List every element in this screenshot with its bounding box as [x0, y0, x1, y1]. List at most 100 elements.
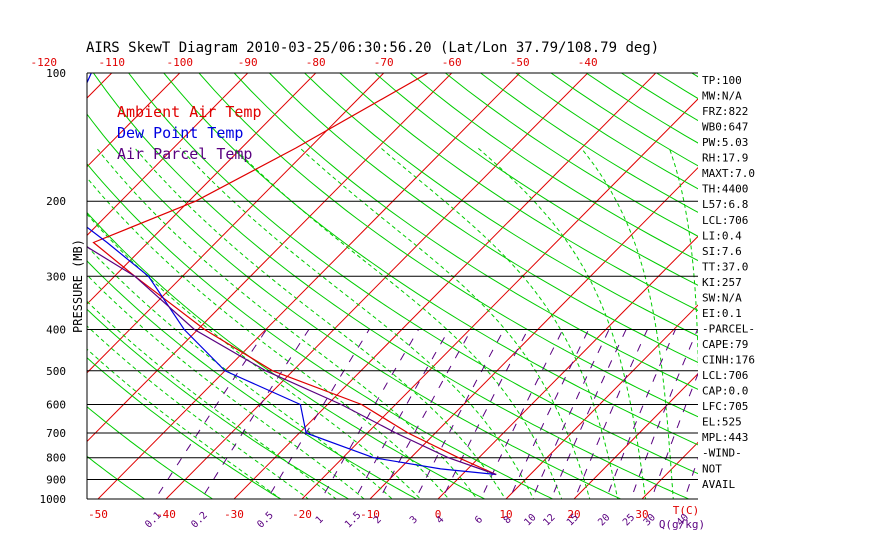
dry-adiabat-line — [87, 308, 350, 499]
pressure-tick-label: 100 — [46, 67, 66, 80]
pressure-tick-label: 800 — [46, 452, 66, 465]
index-entry: PW:5.03 — [702, 136, 748, 149]
mixing-ratio-line — [154, 329, 267, 499]
mixing-ratio-line — [415, 329, 505, 499]
index-entry: RH:17.9 — [702, 152, 748, 165]
index-entry: -WIND- — [702, 447, 742, 460]
pressure-tick-label: 300 — [46, 270, 66, 283]
mixing-ratio-line — [574, 329, 648, 499]
moist-adiabat-line — [87, 213, 422, 499]
mixing-ratio-line — [630, 329, 698, 499]
bottom-temp-tick-label: 0 — [435, 508, 442, 521]
top-temp-tick-label: -120 — [30, 56, 57, 69]
temp-unit-label: T(C) — [673, 504, 700, 517]
legend-entry: Air Parcel Temp — [117, 145, 252, 163]
pressure-tick-label: 1000 — [40, 493, 67, 506]
top-temp-tick-label: -90 — [238, 56, 258, 69]
index-entry: TH:4400 — [702, 183, 748, 196]
index-entry: WB0:647 — [702, 121, 748, 134]
index-entry: SW:N/A — [702, 291, 742, 304]
parcel-temp-line — [87, 246, 497, 476]
moist-adiabat-line — [87, 245, 393, 499]
moist-adiabat-line — [668, 147, 698, 369]
chart-title-text: AIRS SkewT Diagram 2010-03-25/06:30:56.2… — [86, 40, 659, 56]
dry-adiabat-line — [727, 73, 870, 508]
mixing-ratio-line — [508, 329, 590, 499]
index-entry: KI:257 — [702, 276, 742, 289]
isotherm-line — [87, 73, 249, 237]
top-temp-tick-label: -80 — [306, 56, 326, 69]
top-temp-tick-label: -40 — [578, 56, 598, 69]
dry-adiabat-line — [87, 357, 282, 499]
bottom-temp-tick-label: -50 — [88, 508, 108, 521]
index-entry: L57:6.8 — [702, 198, 748, 211]
moist-adiabat-line — [96, 147, 478, 499]
mixing-ratio-tick-label: 0.5 — [255, 510, 276, 531]
isotherm-line — [573, 373, 698, 499]
pressure-tick-label: 400 — [46, 323, 66, 336]
isotherm-line — [165, 73, 589, 499]
moist-adiabat-line — [299, 147, 591, 499]
bottom-temp-tick-label: -40 — [156, 508, 176, 521]
top-temp-tick-label: -100 — [166, 56, 193, 69]
isotherm-line — [87, 73, 385, 374]
index-entry: EI:0.1 — [702, 307, 742, 320]
dry-adiabat-line — [87, 455, 146, 499]
pressure-tick-label: 700 — [46, 427, 66, 440]
pressure-tick-label: 600 — [46, 398, 66, 411]
mixing-ratio-tick-label: 12 — [541, 512, 557, 528]
dry-adiabat-line — [480, 73, 698, 213]
dry-adiabat-line — [163, 73, 698, 446]
pressure-tick-label: 500 — [46, 365, 66, 378]
mixing-ratio-line — [651, 372, 698, 499]
mixing-ratio-line — [550, 329, 627, 499]
moist-adiabat-line — [134, 147, 506, 499]
mixing-ratio-tick-label: 2 — [372, 514, 384, 526]
index-entry: MPL:443 — [702, 431, 748, 444]
top-temp-tick-label: -60 — [442, 56, 462, 69]
mixing-ratio-tick-label: 3 — [408, 514, 420, 526]
mixing-ratio-unit-label: Q(g/kg) — [659, 518, 705, 531]
mixing-ratio-line — [266, 329, 370, 499]
isotherm-line — [301, 98, 698, 499]
mixing-ratio-line — [379, 329, 472, 499]
dry-adiabat-line — [762, 73, 870, 508]
dry-adiabat-line — [87, 211, 486, 499]
dry-adiabat-line — [339, 73, 698, 312]
mixing-ratio-line — [684, 457, 698, 499]
dry-adiabat-line — [87, 260, 418, 499]
bottom-temp-tick-label: -30 — [224, 508, 244, 521]
top-temp-tick-label: -70 — [374, 56, 394, 69]
index-entry: TP:100 — [702, 74, 742, 87]
mixing-ratio-tick-label: 6 — [473, 514, 485, 526]
index-entry: LI:0.4 — [702, 229, 742, 242]
index-entry: LFC:705 — [702, 400, 748, 413]
isotherm-line — [505, 304, 698, 499]
isotherm-line — [837, 64, 870, 509]
dew-point-line — [87, 73, 497, 476]
dry-adiabat-line — [87, 113, 622, 499]
index-entry: MW:N/A — [702, 90, 742, 103]
moist-adiabat-line — [87, 177, 450, 499]
mixing-ratio-tick-label: 10 — [522, 512, 538, 528]
top-temp-tick-label: -50 — [510, 56, 530, 69]
dry-adiabat-line — [304, 73, 698, 337]
y-axis-label: PRESSURE (MB) — [71, 239, 85, 333]
index-entry: AVAIL — [702, 478, 735, 491]
isotherm-line — [87, 73, 317, 305]
mixing-ratio-line — [441, 329, 529, 499]
dry-adiabat-line — [198, 73, 698, 418]
mixing-ratio-tick-label: 20 — [596, 512, 612, 528]
index-entry: CAP:0.0 — [702, 385, 748, 398]
series-layer — [87, 73, 497, 476]
dry-adiabat-line — [656, 73, 698, 100]
isotherm-line — [769, 64, 870, 509]
moist-adiabat-line — [179, 147, 535, 499]
isotherm-line — [87, 73, 181, 168]
mixing-ratio-line — [354, 329, 450, 499]
mixing-ratio-line — [320, 329, 420, 499]
legend: Ambient Air Temp Dew Point Temp Air Parcel… — [117, 103, 262, 163]
moist-adiabat-line — [580, 147, 674, 499]
dry-adiabat-line — [92, 73, 690, 499]
